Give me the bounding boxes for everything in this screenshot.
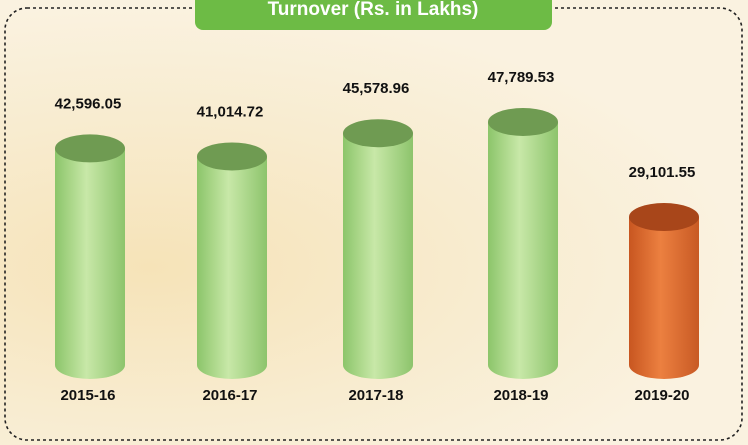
cylinder-top	[55, 134, 125, 162]
x-tick-label: 2017-18	[348, 387, 403, 404]
cylinder	[55, 134, 125, 379]
cylinder-body	[197, 156, 267, 379]
cylinder	[197, 142, 267, 379]
cylinder-body	[488, 122, 558, 379]
cylinder-body	[629, 217, 699, 379]
chart-title: Turnover (Rs. in Lakhs)	[268, 0, 479, 20]
x-tick-label: 2016-17	[202, 387, 257, 404]
cylinder-body	[343, 133, 413, 379]
cylinder	[488, 108, 558, 379]
cylinder-top	[197, 142, 267, 170]
value-label: 42,596.05	[55, 95, 122, 112]
value-label: 29,101.55	[629, 164, 696, 181]
x-tick-label: 2019-20	[634, 387, 689, 404]
value-label: 41,014.72	[197, 103, 264, 120]
x-tick-label: 2018-19	[493, 387, 548, 404]
cylinder-body	[55, 148, 125, 379]
x-tick-label: 2015-16	[60, 387, 115, 404]
cylinder-top	[343, 119, 413, 147]
value-label: 45,578.96	[343, 80, 410, 97]
value-label: 47,789.53	[488, 69, 555, 86]
chart: Turnover (Rs. in Lakhs) 42,596.05 2015-16…	[0, 0, 748, 445]
cylinder	[343, 119, 413, 379]
cylinder	[629, 203, 699, 379]
cylinder-top	[488, 108, 558, 136]
page: Turnover (Rs. in Lakhs) 42,596.05 2015-16…	[0, 0, 748, 445]
cylinder-top	[629, 203, 699, 231]
